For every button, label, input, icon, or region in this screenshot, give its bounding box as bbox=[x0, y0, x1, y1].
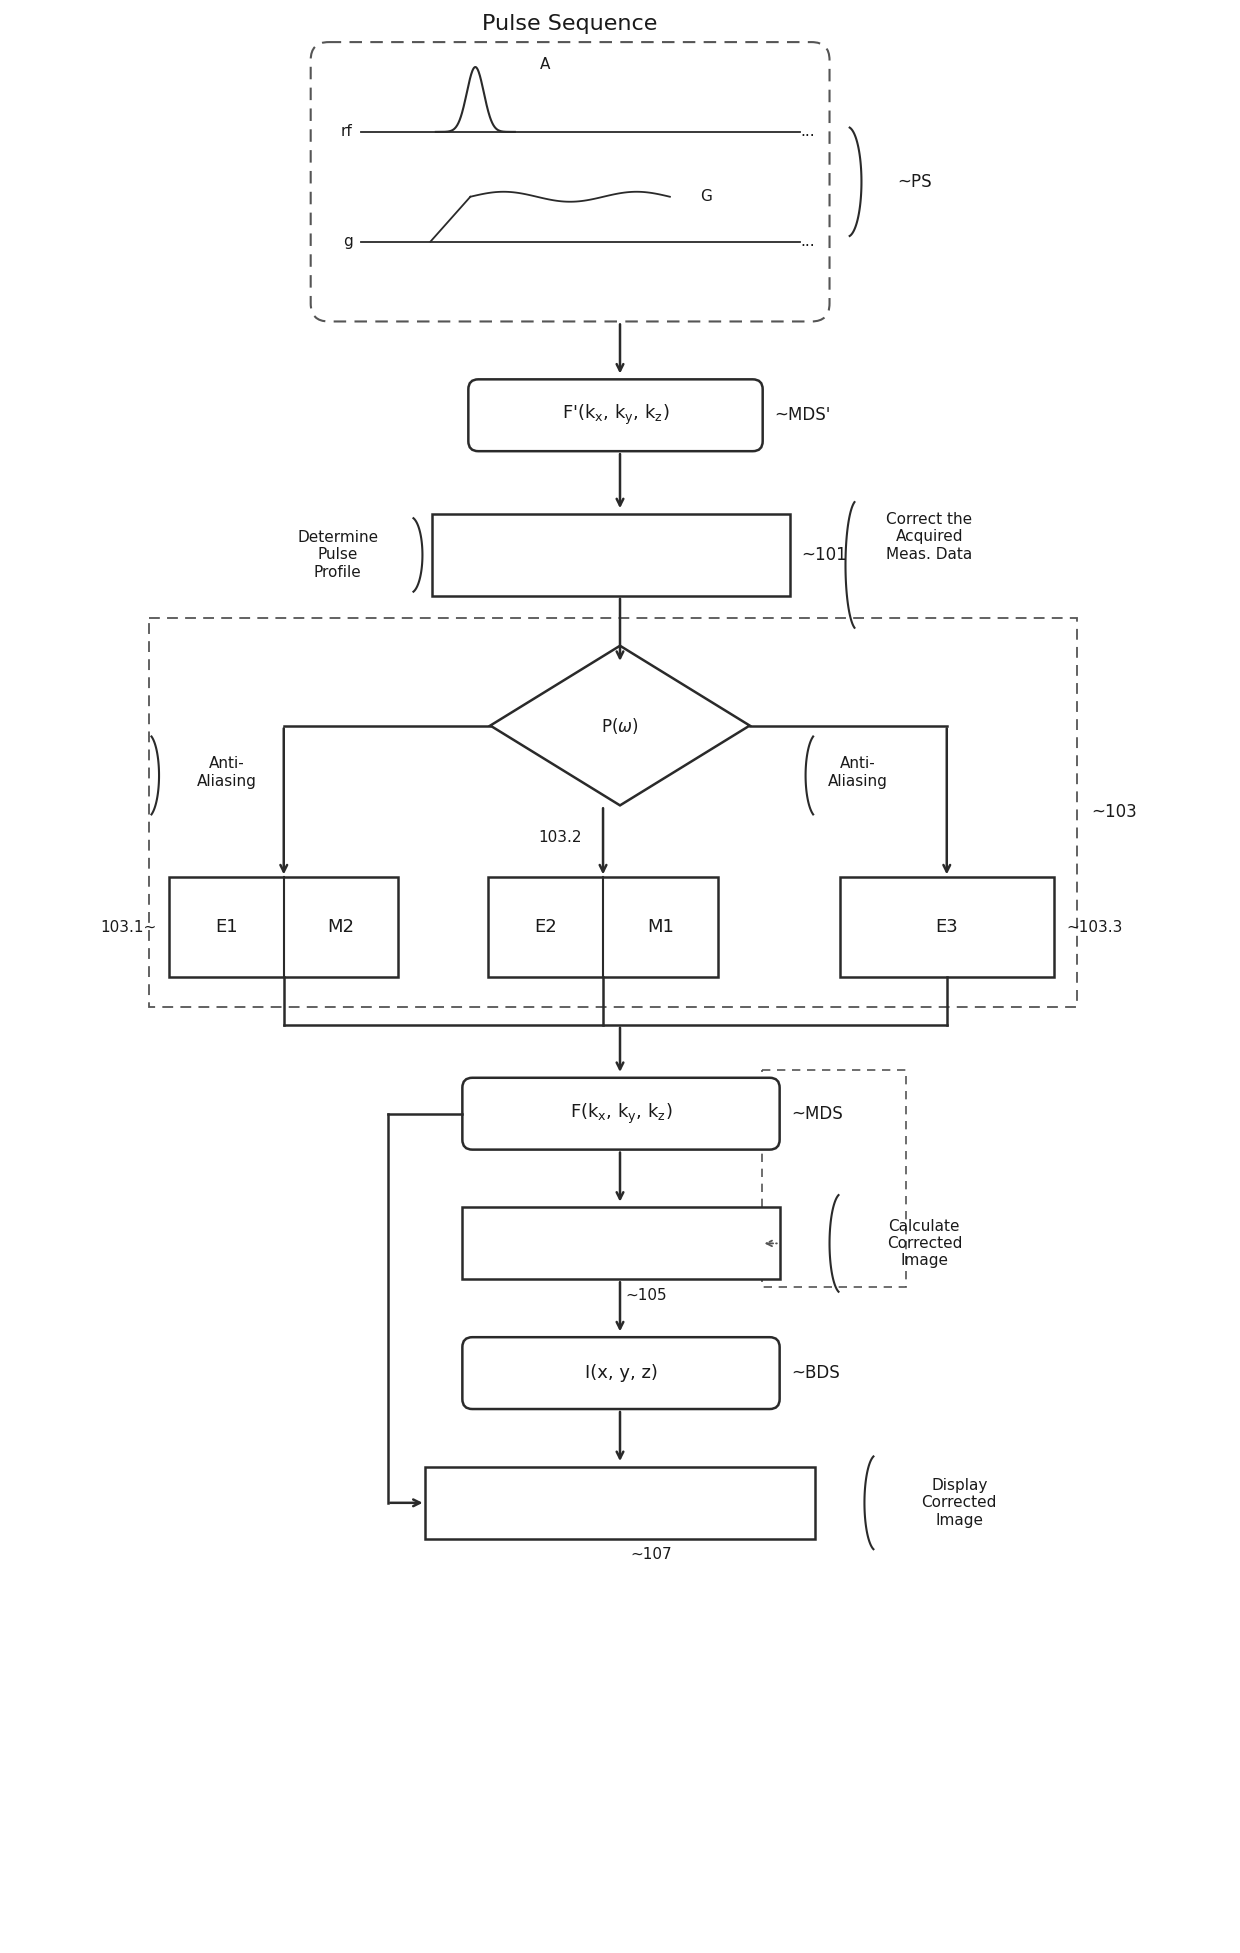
Text: I(x, y, z): I(x, y, z) bbox=[584, 1363, 657, 1383]
Text: M2: M2 bbox=[327, 918, 355, 935]
Text: Anti-
Aliasing: Anti- Aliasing bbox=[197, 756, 257, 789]
Bar bbox=[425, 1467, 815, 1539]
Text: ...: ... bbox=[800, 234, 815, 250]
Text: E1: E1 bbox=[215, 918, 238, 935]
Text: Pulse Sequence: Pulse Sequence bbox=[482, 14, 657, 33]
Text: ~BDS: ~BDS bbox=[791, 1363, 841, 1383]
Text: M1: M1 bbox=[647, 918, 673, 935]
Text: A: A bbox=[541, 57, 551, 72]
Text: ~101: ~101 bbox=[801, 547, 847, 564]
Text: ~MDS': ~MDS' bbox=[775, 406, 831, 424]
Text: Determine
Pulse
Profile: Determine Pulse Profile bbox=[298, 529, 378, 580]
Text: 103.1~: 103.1~ bbox=[100, 920, 157, 935]
Text: ~PS: ~PS bbox=[898, 172, 932, 191]
Bar bbox=[149, 617, 1078, 1008]
Text: ~103.3: ~103.3 bbox=[1066, 920, 1122, 935]
Text: F(k$_\mathregular{x}$, k$_\mathregular{y}$, k$_\mathregular{z}$): F(k$_\mathregular{x}$, k$_\mathregular{y… bbox=[569, 1101, 672, 1125]
Bar bbox=[839, 877, 1054, 976]
Text: ~105: ~105 bbox=[625, 1287, 667, 1303]
Text: g: g bbox=[342, 234, 352, 250]
Text: G: G bbox=[699, 189, 712, 205]
Text: Calculate
Corrected
Image: Calculate Corrected Image bbox=[887, 1219, 962, 1267]
Text: 103.2: 103.2 bbox=[538, 830, 582, 846]
Text: E2: E2 bbox=[534, 918, 557, 935]
Polygon shape bbox=[490, 646, 750, 805]
FancyBboxPatch shape bbox=[463, 1078, 780, 1150]
Text: ~103: ~103 bbox=[1091, 803, 1137, 822]
Text: Correct the
Acquired
Meas. Data: Correct the Acquired Meas. Data bbox=[887, 512, 972, 562]
FancyBboxPatch shape bbox=[311, 43, 830, 322]
Text: F'(k$_\mathregular{x}$, k$_\mathregular{y}$, k$_\mathregular{z}$): F'(k$_\mathregular{x}$, k$_\mathregular{… bbox=[562, 402, 670, 428]
Text: ~107: ~107 bbox=[630, 1547, 672, 1562]
Text: P($\omega$): P($\omega$) bbox=[601, 715, 639, 736]
Text: E3: E3 bbox=[935, 918, 959, 935]
Text: ~MDS: ~MDS bbox=[791, 1105, 843, 1123]
Bar bbox=[433, 514, 790, 596]
Text: ...: ... bbox=[800, 125, 815, 139]
Text: Display
Corrected
Image: Display Corrected Image bbox=[921, 1478, 997, 1527]
Bar bbox=[463, 1207, 780, 1279]
FancyBboxPatch shape bbox=[463, 1338, 780, 1408]
Bar bbox=[489, 877, 718, 976]
Text: rf: rf bbox=[341, 125, 352, 139]
Bar bbox=[761, 1070, 906, 1287]
Bar bbox=[169, 877, 398, 976]
FancyBboxPatch shape bbox=[469, 379, 763, 451]
Text: Anti-
Aliasing: Anti- Aliasing bbox=[827, 756, 888, 789]
